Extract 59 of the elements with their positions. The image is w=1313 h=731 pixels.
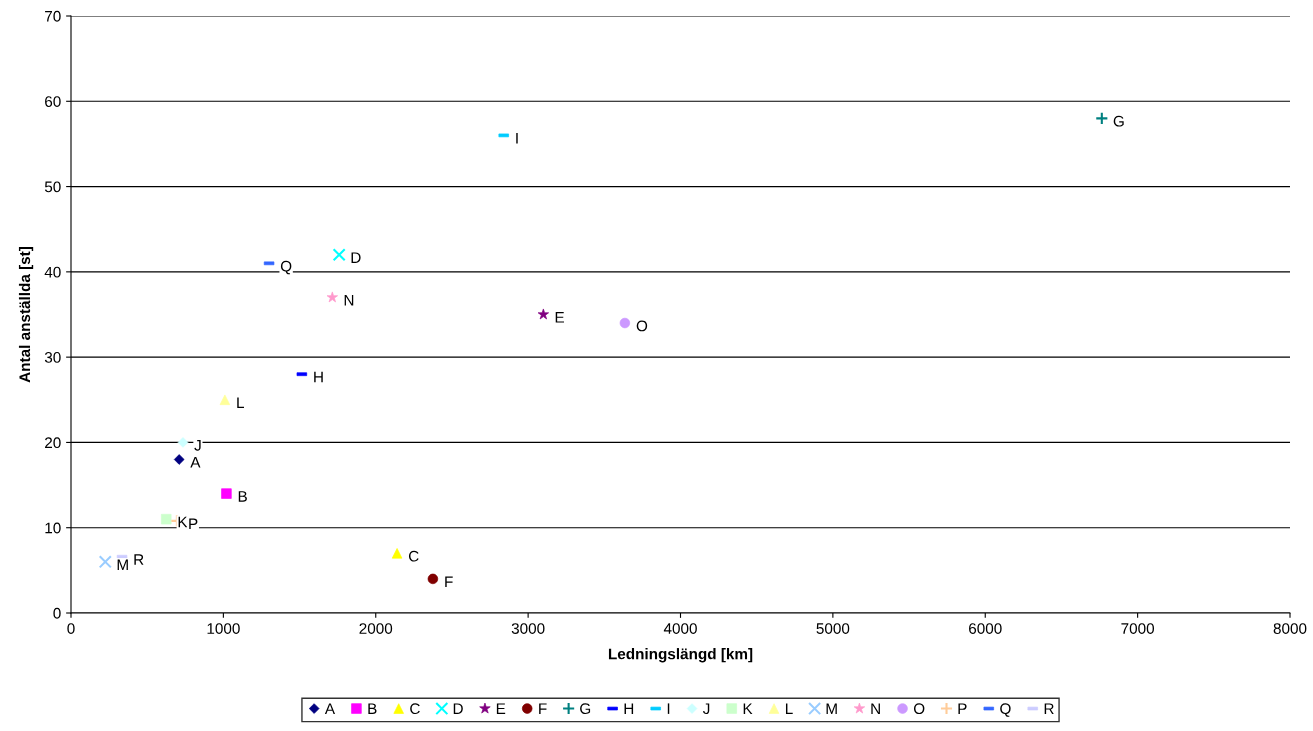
legend-label: N (871, 703, 880, 714)
text: P (189, 518, 198, 530)
point (98, 555, 112, 569)
text: F (445, 576, 453, 587)
legend-label: O (913, 703, 925, 715)
legend-label: I (667, 703, 670, 714)
text: M (117, 559, 128, 570)
y-tick-label: 70 (45, 10, 61, 22)
legend-label: E (496, 703, 506, 714)
legend-label: M (826, 703, 837, 714)
y-tick-label: 20 (45, 437, 61, 449)
point (332, 248, 346, 262)
legend-label: R (1044, 703, 1054, 714)
text: H (314, 371, 323, 383)
x-tick-label: 4000 (663, 623, 697, 634)
y-tick-label: 30 (44, 352, 61, 363)
legend-label: A (324, 703, 336, 714)
text: D (351, 252, 361, 263)
legend-label: G (580, 703, 591, 715)
text: N (344, 295, 354, 306)
x-tick-label: 0 (67, 623, 75, 634)
text: A (190, 457, 201, 468)
legend-label: H (624, 703, 634, 714)
x-tick-label: 5000 (816, 623, 850, 634)
y-tick-label: 10 (45, 522, 61, 534)
legend-label: D (453, 703, 463, 714)
x-tick-label: 8000 (1273, 623, 1307, 634)
point (1095, 111, 1109, 125)
text: K (178, 516, 188, 528)
x-tick-label: 3000 (511, 623, 545, 634)
x-tick-label: 6000 (969, 623, 1002, 634)
legend-label: C (410, 703, 420, 715)
y-axis-title: Antal anställda [st] (18, 247, 34, 383)
text: R (134, 554, 144, 565)
text: G (1113, 115, 1124, 127)
x-tick-label: 1000 (207, 623, 240, 634)
x-tick-label: 2000 (359, 623, 393, 634)
legend-label: F (539, 703, 547, 714)
text: Q (280, 260, 292, 275)
text: J (194, 440, 201, 451)
legend-label: J (702, 703, 710, 715)
text: L (237, 397, 244, 408)
y-tick-label: 40 (44, 266, 61, 278)
y-tick-label: 50 (44, 181, 61, 193)
text: O (636, 320, 648, 332)
legend-label: B (368, 703, 377, 714)
text: C (408, 550, 419, 562)
text: E (555, 312, 565, 323)
text: I (516, 133, 518, 144)
y-tick-label: 0 (53, 607, 61, 619)
y-tick-label: 60 (45, 96, 61, 107)
x-axis-title: Ledningslängd [km] (608, 648, 753, 663)
legend-label: P (958, 703, 967, 714)
point (161, 513, 172, 525)
text: B (238, 491, 247, 502)
legend-label: K (743, 703, 753, 714)
legend-label: L (785, 703, 793, 714)
x-tick-label: 7000 (1121, 623, 1155, 634)
legend-label: Q (1000, 703, 1011, 717)
